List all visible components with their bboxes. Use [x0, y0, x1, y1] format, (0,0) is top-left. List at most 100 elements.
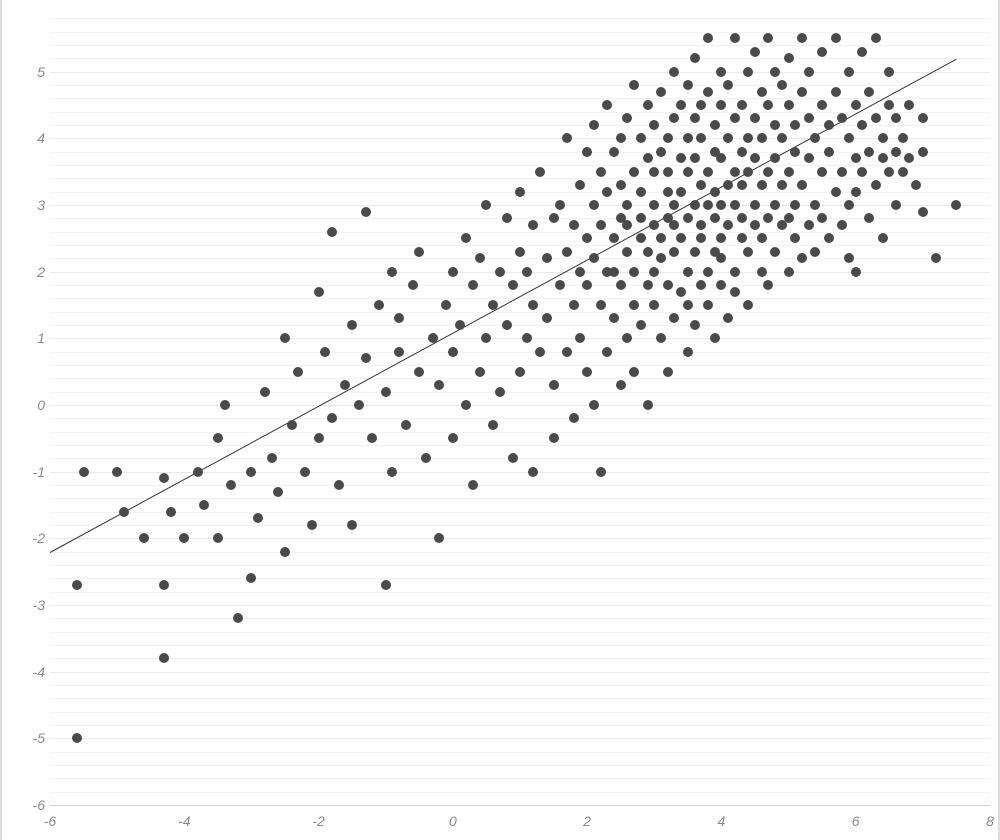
scatter-point	[549, 380, 559, 390]
scatter-point	[643, 280, 653, 290]
y-tick-label: 1	[20, 330, 45, 346]
scatter-point	[475, 367, 485, 377]
scatter-point	[495, 387, 505, 397]
scatter-point	[643, 247, 653, 257]
scatter-point	[515, 187, 525, 197]
scatter-point	[757, 233, 767, 243]
scatter-point	[851, 100, 861, 110]
scatter-point	[622, 333, 632, 343]
scatter-point	[448, 433, 458, 443]
scatter-point	[737, 147, 747, 157]
scatter-point	[361, 207, 371, 217]
scatter-point	[676, 233, 686, 243]
scatter-point	[864, 213, 874, 223]
scatter-point	[408, 280, 418, 290]
scatter-point	[166, 507, 176, 517]
scatter-point	[750, 153, 760, 163]
scatter-point	[616, 133, 626, 143]
scatter-point	[656, 333, 666, 343]
scatter-point	[790, 147, 800, 157]
scatter-point	[596, 167, 606, 177]
scatter-point	[589, 253, 599, 263]
scatter-point	[750, 113, 760, 123]
scatter-point	[139, 533, 149, 543]
gridline-h-minor	[50, 378, 990, 379]
scatter-point	[582, 147, 592, 157]
scatter-point	[582, 280, 592, 290]
scatter-point	[804, 220, 814, 230]
scatter-point	[837, 167, 847, 177]
scatter-point	[716, 100, 726, 110]
scatter-point	[508, 280, 518, 290]
scatter-point	[696, 100, 706, 110]
scatter-point	[562, 133, 572, 143]
scatter-point	[810, 200, 820, 210]
scatter-point	[770, 120, 780, 130]
scatter-point	[844, 133, 854, 143]
scatter-point	[757, 180, 767, 190]
x-tick-label: 0	[449, 813, 457, 829]
scatter-point	[797, 87, 807, 97]
scatter-point	[817, 47, 827, 57]
gridline-h-minor	[50, 565, 990, 566]
scatter-point	[690, 153, 700, 163]
scatter-point	[797, 180, 807, 190]
scatter-point	[878, 233, 888, 243]
scatter-point	[549, 433, 559, 443]
gridline-h-minor	[50, 85, 990, 86]
scatter-point	[629, 80, 639, 90]
scatter-point	[669, 67, 679, 77]
scatter-point	[763, 167, 773, 177]
scatter-point	[649, 167, 659, 177]
gridline-h-minor	[50, 685, 990, 686]
scatter-point	[750, 200, 760, 210]
y-tick-label: 5	[20, 64, 45, 80]
scatter-point	[575, 180, 585, 190]
scatter-point	[690, 200, 700, 210]
x-tick-label: 4	[718, 813, 726, 829]
scatter-point	[710, 333, 720, 343]
scatter-point	[716, 153, 726, 163]
scatter-point	[300, 467, 310, 477]
scatter-point	[555, 280, 565, 290]
scatter-point	[723, 180, 733, 190]
scatter-point	[596, 300, 606, 310]
scatter-point	[616, 180, 626, 190]
scatter-point	[743, 67, 753, 77]
scatter-point	[461, 233, 471, 243]
gridline-h	[50, 738, 990, 739]
scatter-point	[320, 347, 330, 357]
scatter-point	[589, 200, 599, 210]
scatter-point	[629, 300, 639, 310]
scatter-point	[797, 33, 807, 43]
scatter-point	[528, 220, 538, 230]
scatter-point	[307, 520, 317, 530]
scatter-point	[394, 347, 404, 357]
x-tick-label: -6	[44, 813, 56, 829]
scatter-point	[528, 300, 538, 310]
scatter-point	[750, 220, 760, 230]
scatter-point	[246, 573, 256, 583]
scatter-point	[696, 133, 706, 143]
scatter-point	[649, 120, 659, 130]
scatter-point	[515, 247, 525, 257]
scatter-point	[844, 200, 854, 210]
gridline-h	[50, 672, 990, 673]
scatter-point	[716, 280, 726, 290]
scatter-point	[260, 387, 270, 397]
scatter-point	[246, 467, 256, 477]
scatter-point	[119, 507, 129, 517]
scatter-point	[743, 167, 753, 177]
scatter-point	[669, 200, 679, 210]
gridline-h-minor	[50, 632, 990, 633]
scatter-point	[569, 413, 579, 423]
gridline-h-minor	[50, 485, 990, 486]
gridline-h-minor	[50, 32, 990, 33]
scatter-point	[777, 180, 787, 190]
scatter-point	[737, 213, 747, 223]
scatter-point	[663, 367, 673, 377]
scatter-point	[763, 33, 773, 43]
scatter-point	[743, 133, 753, 143]
scatter-point	[387, 267, 397, 277]
scatter-point	[683, 267, 693, 277]
